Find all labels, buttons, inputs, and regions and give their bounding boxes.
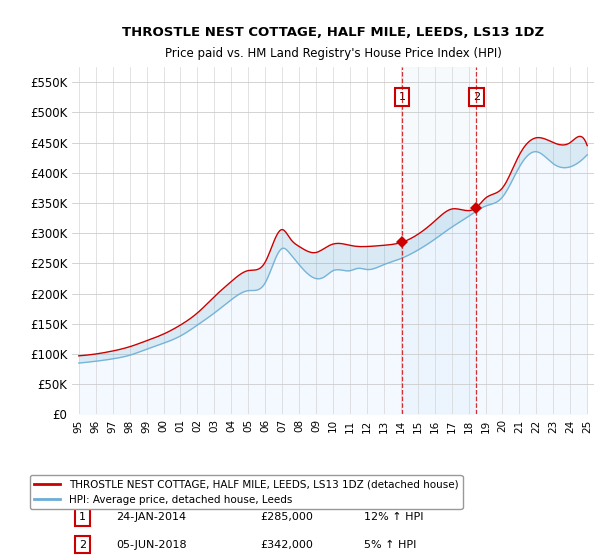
Text: 1: 1 bbox=[79, 512, 86, 522]
Text: £342,000: £342,000 bbox=[260, 540, 313, 549]
Text: 12% ↑ HPI: 12% ↑ HPI bbox=[364, 512, 424, 522]
Text: £285,000: £285,000 bbox=[260, 512, 313, 522]
Text: 5% ↑ HPI: 5% ↑ HPI bbox=[364, 540, 416, 549]
Text: 2: 2 bbox=[79, 540, 86, 549]
Legend: THROSTLE NEST COTTAGE, HALF MILE, LEEDS, LS13 1DZ (detached house), HPI: Average: THROSTLE NEST COTTAGE, HALF MILE, LEEDS,… bbox=[30, 475, 463, 508]
Text: 05-JUN-2018: 05-JUN-2018 bbox=[116, 540, 187, 549]
Text: 1: 1 bbox=[398, 92, 406, 102]
Bar bbox=[402, 67, 476, 414]
Text: THROSTLE NEST COTTAGE, HALF MILE, LEEDS, LS13 1DZ: THROSTLE NEST COTTAGE, HALF MILE, LEEDS,… bbox=[122, 26, 544, 39]
Text: Price paid vs. HM Land Registry's House Price Index (HPI): Price paid vs. HM Land Registry's House … bbox=[164, 47, 502, 60]
Text: 2: 2 bbox=[473, 92, 480, 102]
Text: 24-JAN-2014: 24-JAN-2014 bbox=[116, 512, 187, 522]
